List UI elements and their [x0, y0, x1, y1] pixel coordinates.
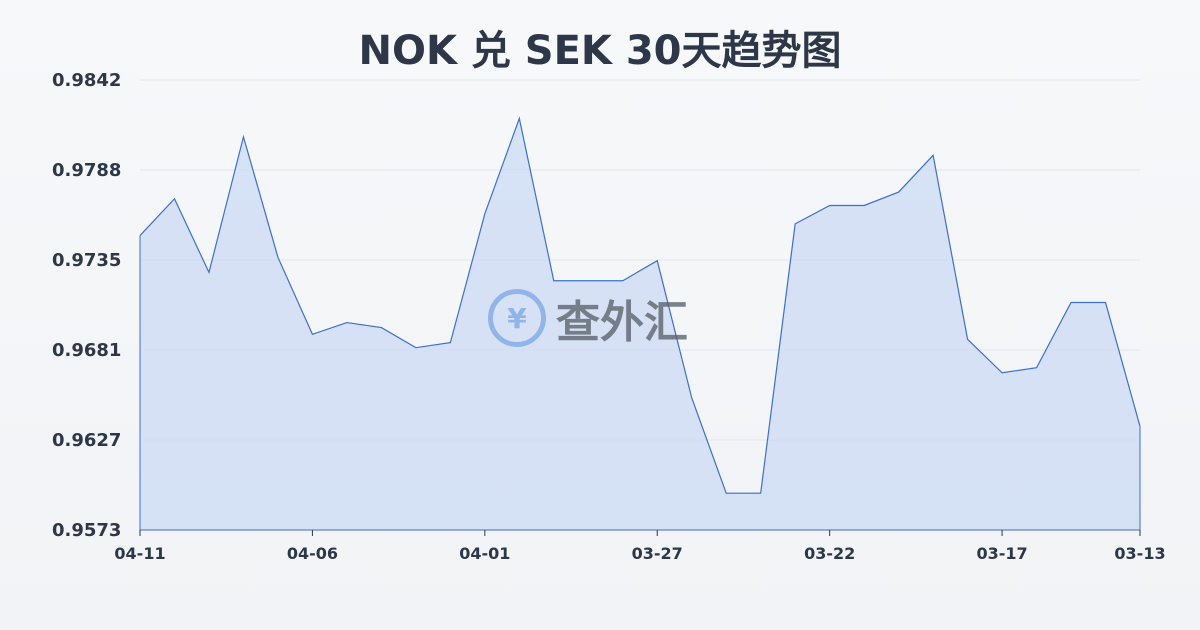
x-tick-label: 03-27	[632, 544, 683, 563]
y-tick-label: 0.9573	[52, 520, 121, 541]
x-tick-label: 04-11	[114, 544, 165, 563]
x-tick-label: 03-17	[976, 544, 1027, 563]
y-tick-label: 0.9681	[52, 340, 121, 361]
x-tick-label: 03-13	[1114, 544, 1165, 563]
series-line	[139, 116, 1141, 494]
x-tick-label: 04-06	[287, 544, 338, 563]
yen-logo-icon: ¥	[488, 289, 546, 347]
y-tick-label: 0.9735	[52, 250, 121, 271]
watermark: ¥ 查外汇	[488, 286, 688, 350]
y-tick-label: 0.9842	[52, 70, 121, 91]
x-tick-label: 03-22	[804, 544, 855, 563]
y-tick-label: 0.9788	[52, 160, 121, 181]
area-fill	[140, 118, 1140, 531]
watermark-text: 查外汇	[556, 297, 688, 348]
chart-title: NOK 兑 SEK 30天趋势图	[358, 28, 842, 74]
x-tick-label: 04-01	[459, 544, 510, 563]
y-tick-label: 0.9627	[52, 430, 121, 451]
